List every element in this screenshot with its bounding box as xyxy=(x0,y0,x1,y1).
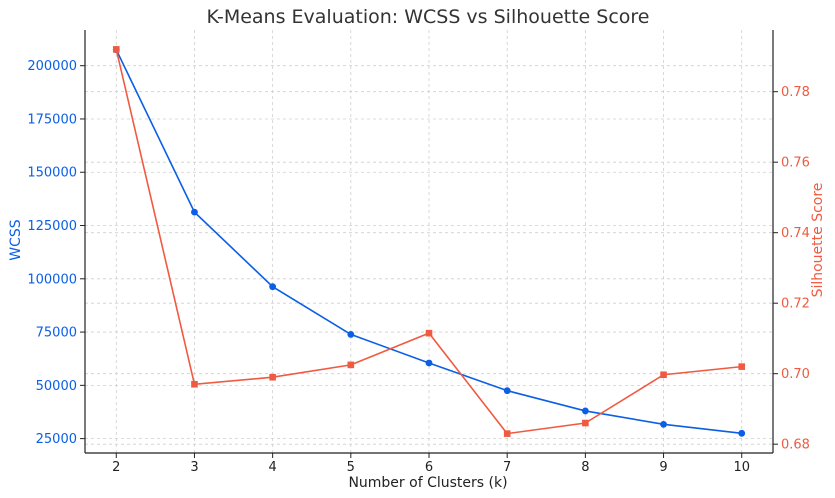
x-tick-label: 7 xyxy=(503,460,511,475)
data-point xyxy=(503,430,511,437)
left-tick-label: 100000 xyxy=(27,272,77,287)
left-tick-label: 25000 xyxy=(36,432,77,447)
x-tick-label: 2 xyxy=(112,460,120,475)
data-point xyxy=(660,371,667,379)
x-tick-label: 5 xyxy=(347,460,355,475)
data-point xyxy=(738,363,746,370)
data-point xyxy=(347,331,355,338)
data-point xyxy=(191,380,198,388)
data-point xyxy=(191,208,198,216)
data-point xyxy=(738,429,746,437)
data-point xyxy=(425,359,433,367)
left-tick-label: 200000 xyxy=(27,59,77,74)
data-point xyxy=(581,407,589,415)
series-layer xyxy=(112,46,746,437)
data-point xyxy=(425,329,433,337)
right-tick-label: 0.74 xyxy=(781,226,810,241)
left-tick-label: 150000 xyxy=(27,166,77,181)
right-tick-label: 0.68 xyxy=(781,438,810,453)
right-tick-label: 0.72 xyxy=(781,297,810,312)
left-axis-title: WCSS xyxy=(8,219,24,261)
left-tick-label: 125000 xyxy=(27,219,77,234)
data-point xyxy=(269,283,277,291)
chart-title: K-Means Evaluation: WCSS vs Silhouette S… xyxy=(207,6,650,28)
x-tick-label: 9 xyxy=(659,460,667,475)
data-point xyxy=(582,419,589,427)
data-point xyxy=(269,373,276,381)
left-tick-label: 175000 xyxy=(27,112,77,127)
data-point xyxy=(112,46,120,53)
right-axis-title: Silhouette Score xyxy=(810,183,826,298)
grid xyxy=(85,30,773,453)
data-point xyxy=(660,420,667,428)
axes: 2 3 4 5 6 7 8 9 10 25000 50000 75000 100000 125000 150… xyxy=(27,30,810,475)
x-tick-label: 4 xyxy=(268,460,276,475)
data-point xyxy=(347,361,355,369)
right-tick-label: 0.76 xyxy=(781,156,810,171)
left-tick-label: 75000 xyxy=(36,326,77,341)
right-tick-label: 0.70 xyxy=(781,367,810,382)
left-tick-label: 50000 xyxy=(36,379,77,394)
x-tick-label: 3 xyxy=(190,460,198,475)
data-point xyxy=(503,387,511,395)
series-silhouette xyxy=(112,46,746,437)
x-tick-label: 6 xyxy=(425,460,433,475)
x-axis-title: Number of Clusters (k) xyxy=(348,475,507,491)
right-tick-label: 0.78 xyxy=(781,85,810,100)
x-tick-label: 8 xyxy=(581,460,589,475)
x-tick-label: 10 xyxy=(733,460,750,475)
